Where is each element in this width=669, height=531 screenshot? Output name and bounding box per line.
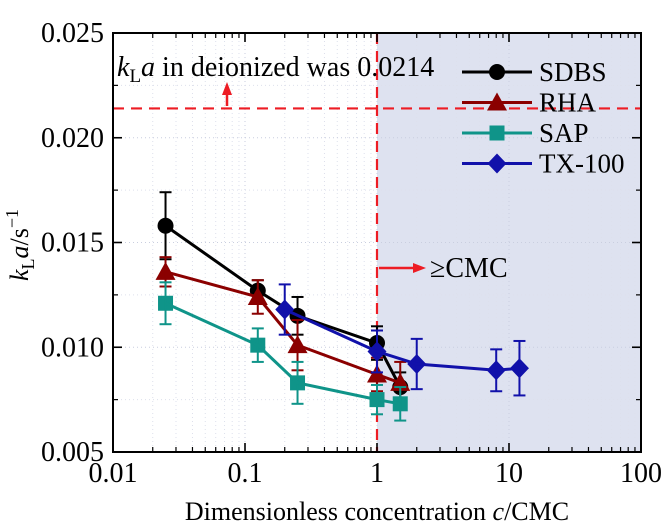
legend-label-sap: SAP: [539, 118, 589, 148]
series-line-sap: [164, 301, 401, 406]
y-tick-label-0.005: 0.005: [41, 437, 104, 468]
error-bar: [278, 283, 291, 336]
series-line-rha: [165, 270, 401, 385]
grid-group: [113, 33, 641, 452]
x-tick-label-1: 1: [370, 458, 384, 489]
x-tick-label-0.1: 0.1: [228, 458, 263, 489]
data-point-legend-sap-2: [489, 125, 505, 141]
legend-entry-sap: SAP: [462, 118, 589, 148]
legend-label-sdbs: SDBS: [539, 57, 607, 87]
legend-label-rha: RHA: [539, 88, 597, 118]
y-tick-label-0.010: 0.010: [41, 332, 104, 363]
data-point-legend-rha-1: [487, 92, 507, 111]
data-point-legend-tx-100-3: [487, 153, 507, 174]
ticks-group: [112, 32, 642, 453]
series-line-tx-100: [284, 308, 520, 372]
y-tick-label-0.020: 0.020: [41, 123, 104, 154]
x-tick-label-100: 100: [620, 458, 662, 489]
y-axis-title: kLa/s−1: [2, 209, 38, 281]
y-tick-label-0.025: 0.025: [41, 18, 104, 49]
cmc-annotation: ≥CMC: [430, 253, 508, 284]
legend-entry-rha: RHA: [462, 88, 597, 118]
up-arrow-icon: [222, 82, 232, 106]
y-tick-label-0.015: 0.015: [41, 228, 104, 259]
legend-label-tx-100: TX-100: [539, 149, 624, 179]
legend-entry-tx-100: TX-100: [462, 149, 624, 179]
right-arrow-icon: [379, 263, 426, 273]
x-tick-label-0.01: 0.01: [89, 458, 138, 489]
data-point-legend-sdbs-0: [489, 64, 505, 80]
x-tick-label-10: 10: [495, 458, 523, 489]
deionized-annotation: kLa in deionized was 0.0214: [117, 52, 434, 87]
x-axis-title: Dimensionless concentration c/CMC: [185, 497, 569, 526]
legend-entry-sdbs: SDBS: [462, 57, 607, 87]
